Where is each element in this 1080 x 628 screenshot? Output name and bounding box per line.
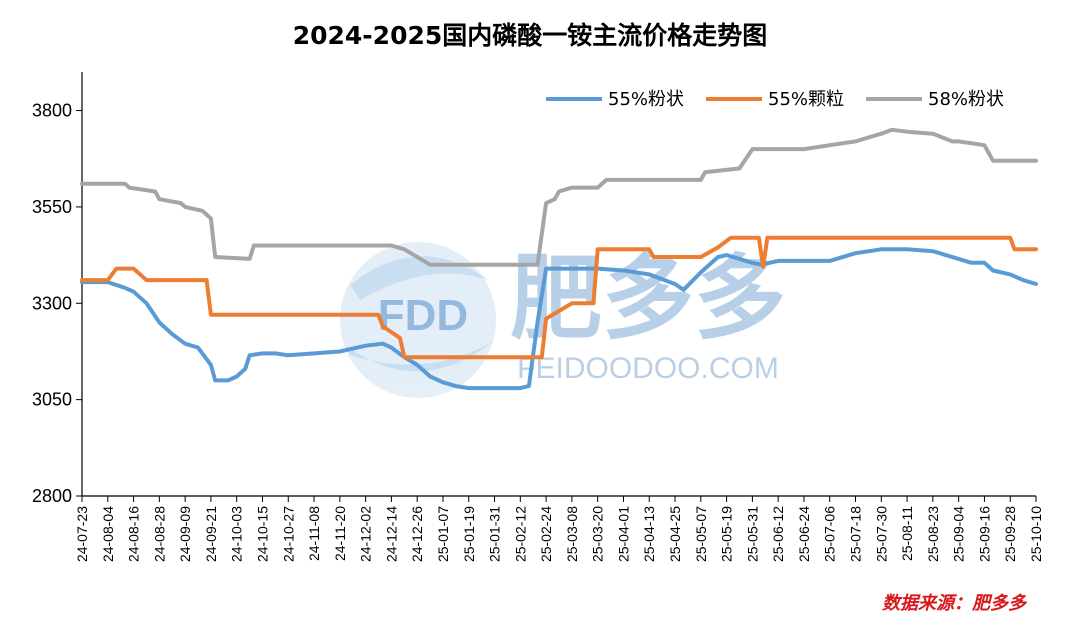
x-ticks: 24-07-23 24-08-04 24-08-16 24-08-28 24-09-09… [74, 496, 1044, 562]
x-tick-label: 25-09-16 [976, 506, 992, 562]
x-tick-label: 25-02-12 [512, 506, 528, 562]
x-tick-label: 25-04-25 [667, 506, 683, 562]
x-tick-label: 25-05-07 [693, 506, 709, 562]
watermark-brand-cn: 肥多多 [510, 248, 786, 350]
x-tick-label: 24-12-26 [409, 506, 425, 562]
watermark: FDD 肥多多 FEIDOODOO.COM [340, 242, 786, 398]
x-tick-label: 25-03-08 [564, 506, 580, 562]
series-lines [80, 127, 1038, 391]
x-tick-label: 25-06-12 [770, 506, 786, 562]
x-tick-label: 24-07-23 [74, 506, 90, 562]
y-ticks: 2800 3050 3300 3550 3800 [32, 101, 82, 506]
x-tick-label: 24-12-02 [358, 506, 374, 562]
x-tick-label: 25-09-04 [951, 506, 967, 562]
x-tick-label: 25-01-31 [487, 506, 503, 562]
legend: 55%粉状 55%颗粒 58%粉状 [546, 89, 1004, 110]
legend-label-3: 58%粉状 [928, 89, 1004, 110]
x-tick-label: 24-08-28 [151, 506, 167, 562]
x-tick-label: 25-05-19 [719, 506, 735, 562]
x-tick-label: 24-11-08 [306, 506, 322, 561]
x-tick-label: 25-04-01 [615, 506, 631, 562]
x-tick-label: 24-09-21 [203, 506, 219, 562]
x-tick-label: 25-01-07 [435, 506, 451, 562]
x-tick-label: 25-01-19 [461, 506, 477, 562]
x-tick-label: 25-03-20 [590, 506, 606, 562]
x-tick-label: 25-10-10 [1028, 506, 1044, 562]
x-tick-label: 25-07-06 [822, 506, 838, 562]
y-tick-label: 3550 [32, 197, 72, 217]
chart-title: 2024-2025国内磷酸一铵主流价格走势图 [293, 21, 768, 50]
watermark-logo-wave-lower [345, 340, 495, 372]
x-tick-label: 24-12-14 [383, 506, 399, 562]
x-tick-label: 25-07-18 [848, 506, 864, 562]
legend-label-2: 55%颗粒 [768, 89, 844, 110]
watermark-logo-wave [350, 256, 488, 300]
x-tick-label: 25-06-24 [796, 506, 812, 562]
source-note: 数据来源：肥多多 [882, 593, 1028, 614]
y-tick-label: 3050 [32, 390, 72, 410]
watermark-brand-url: FEIDOODOO.COM [517, 352, 779, 385]
x-tick-label: 24-10-27 [280, 506, 296, 562]
x-tick-label: 25-07-30 [873, 506, 889, 562]
legend-label-1: 55%粉状 [608, 89, 684, 110]
x-tick-label: 25-09-28 [1002, 506, 1018, 562]
x-tick-label: 24-09-09 [177, 506, 193, 562]
x-tick-label: 24-10-03 [229, 506, 245, 562]
x-tick-label: 25-02-24 [538, 506, 554, 562]
y-tick-label: 2800 [32, 486, 72, 506]
x-tick-label: 24-10-15 [254, 506, 270, 562]
x-tick-label: 24-08-16 [126, 506, 142, 562]
series-line-1 [80, 247, 1038, 391]
x-tick-label: 25-08-23 [925, 506, 941, 562]
series-line-3 [80, 127, 1038, 267]
y-tick-label: 3300 [32, 293, 72, 313]
x-tick-label: 25-04-13 [641, 506, 657, 562]
y-tick-label: 3800 [32, 101, 72, 121]
x-tick-label: 24-08-04 [100, 506, 116, 562]
x-tick-label: 25-08-11 [899, 506, 915, 561]
series-line-2 [80, 235, 1038, 360]
x-tick-label: 24-11-20 [332, 506, 348, 561]
x-tick-label: 25-05-31 [744, 506, 760, 562]
